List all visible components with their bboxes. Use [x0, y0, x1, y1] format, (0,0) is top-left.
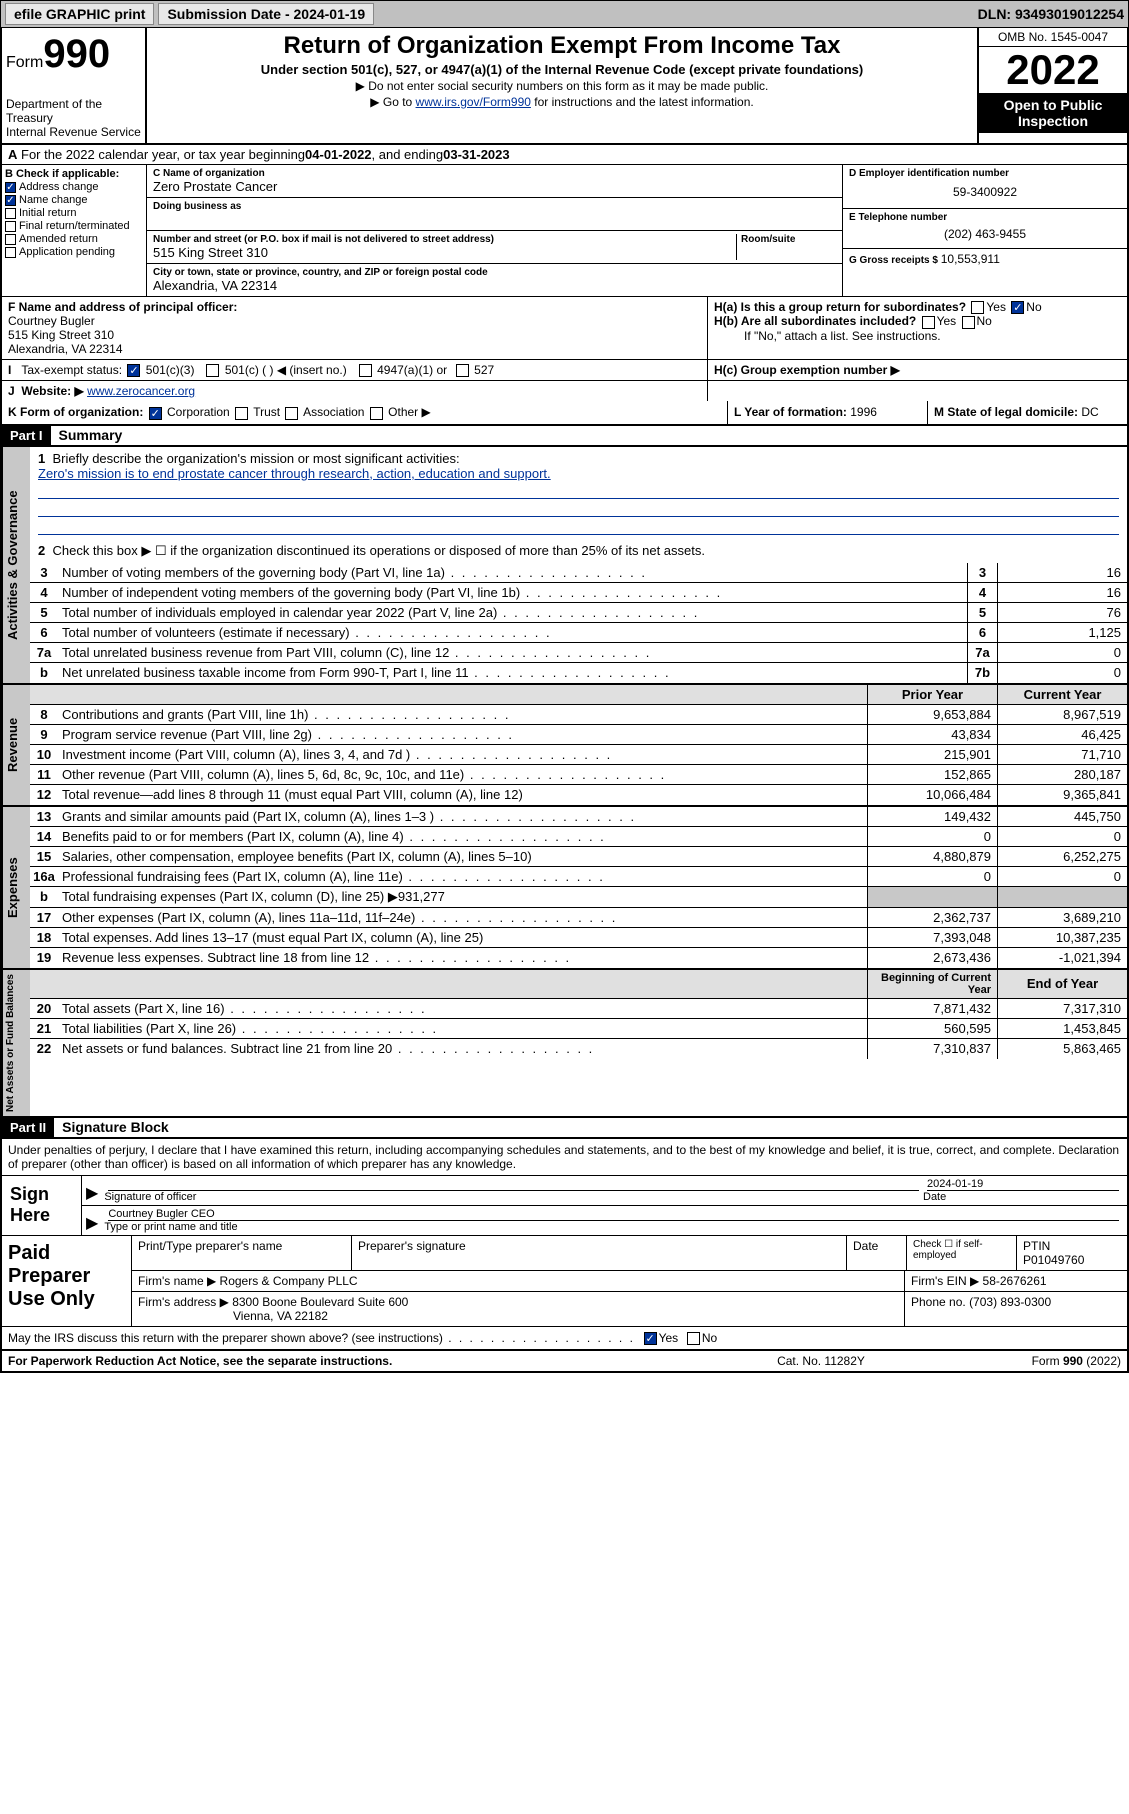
row-j: J Website: ▶ www.zerocancer.org	[0, 381, 1129, 401]
website-link[interactable]: www.zerocancer.org	[87, 384, 195, 398]
part1-header: Part ISummary	[0, 426, 1129, 447]
ein: 59-3400922	[849, 179, 1121, 205]
telephone: (202) 463-9455	[849, 223, 1121, 245]
expenses-section: Expenses 13Grants and similar amounts pa…	[0, 807, 1129, 970]
topbar: efile GRAPHIC print Submission Date - 20…	[0, 0, 1129, 28]
row-a: A For the 2022 calendar year, or tax yea…	[0, 145, 1129, 165]
row-fh: F Name and address of principal officer:…	[0, 297, 1129, 360]
form-title: Return of Organization Exempt From Incom…	[155, 32, 969, 60]
governance-section: Activities & Governance 1 Briefly descri…	[0, 447, 1129, 685]
block-bcd: B Check if applicable: ✓Address change ✓…	[0, 165, 1129, 297]
header-left: Form990 Department of the Treasury Inter…	[2, 28, 147, 143]
submission-date: Submission Date - 2024-01-19	[158, 3, 374, 25]
efile-button[interactable]: efile GRAPHIC print	[5, 3, 154, 25]
col-d: D Employer identification number59-34009…	[842, 165, 1127, 296]
col-b: B Check if applicable: ✓Address change ✓…	[2, 165, 147, 296]
part2-header: Part IISignature Block	[0, 1118, 1129, 1139]
org-name: Zero Prostate Cancer	[153, 179, 836, 194]
col-c: C Name of organizationZero Prostate Canc…	[147, 165, 842, 296]
form-header: Form990 Department of the Treasury Inter…	[0, 28, 1129, 145]
row-k: K Form of organization: Corporation Trus…	[0, 401, 1129, 425]
header-center: Return of Organization Exempt From Incom…	[147, 28, 977, 143]
dln: DLN: 93493019012254	[978, 6, 1124, 22]
page-footer: For Paperwork Reduction Act Notice, see …	[0, 1351, 1129, 1373]
tax-year: 2022	[979, 47, 1127, 93]
row-i: I Tax-exempt status: 501(c)(3) 501(c) ( …	[0, 360, 1129, 381]
irs-link[interactable]: www.irs.gov/Form990	[416, 95, 531, 109]
signature-block: Under penalties of perjury, I declare th…	[0, 1139, 1129, 1351]
netassets-section: Net Assets or Fund Balances Beginning of…	[0, 970, 1129, 1118]
revenue-section: Revenue Prior YearCurrent Year 8Contribu…	[0, 685, 1129, 807]
officer-name: Courtney Bugler CEO	[108, 1208, 1119, 1221]
mission-text: Zero's mission is to end prostate cancer…	[38, 466, 551, 481]
header-right: OMB No. 1545-0047 2022 Open to Public In…	[977, 28, 1127, 143]
gross-receipts: 10,553,911	[941, 252, 1000, 266]
